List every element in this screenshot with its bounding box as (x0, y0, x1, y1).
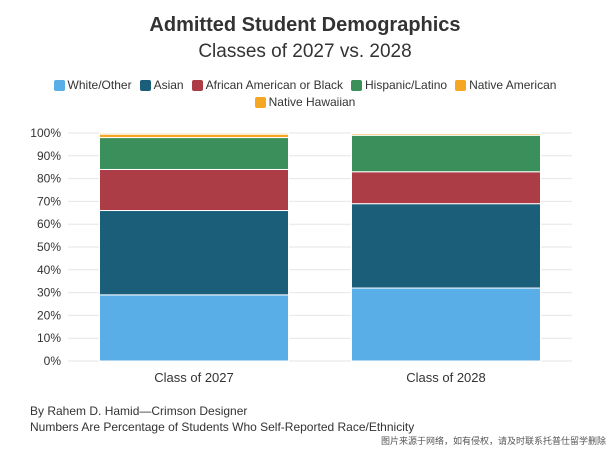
legend-swatch (53, 79, 65, 91)
legend-label: White/Other (67, 78, 132, 92)
legend-item: White/Other (53, 78, 132, 92)
y-tick-label: 80% (37, 172, 61, 186)
y-tick-label: 60% (37, 217, 61, 231)
y-tick-label: 50% (37, 240, 61, 254)
bar-segment (351, 134, 541, 173)
chart-title: Admitted Student Demographics (149, 14, 461, 36)
stacked-bar-chart: 0% 10% 20% 30% 40% 50% 60% 70% 80% 90% 100% Class o… (30, 126, 572, 385)
chart-subtitle: Classes of 2027 vs. 2028 (198, 41, 412, 62)
legend-swatch (351, 79, 362, 91)
legend-swatch (139, 79, 151, 91)
y-tick-label: 70% (37, 194, 61, 208)
legend-label: Native Hawaiian (268, 95, 356, 109)
legend-swatch (455, 79, 467, 91)
legend-label: Asian (153, 78, 184, 92)
legend-label: Native American (469, 78, 557, 92)
x-tick-label: Class of 2028 (406, 370, 486, 385)
byline: By Rahem D. Hamid—Crimson Designer (30, 404, 248, 418)
watermark: 图片来源于网络，如有侵权，请及时联系托普仕留学删除 (380, 436, 606, 446)
legend-item: African American or Black (191, 78, 343, 92)
chart-legend: White/Other Asian African American or Blac… (40, 78, 570, 109)
legend-swatch (254, 96, 266, 108)
bar-segment (99, 210, 289, 296)
legend-item: Hispanic/Latino (351, 78, 447, 92)
bar-segment (99, 294, 289, 362)
bar-segment (351, 132, 541, 135)
bar-segment (99, 133, 289, 139)
bar-segment (99, 168, 289, 212)
legend-item: Native American (455, 78, 556, 92)
y-tick-label: 20% (37, 308, 61, 322)
y-tick-label: 30% (37, 286, 61, 300)
y-tick-label: 40% (37, 263, 61, 277)
y-tick-label: 10% (37, 331, 61, 345)
legend-label: African American or Black (205, 78, 343, 92)
legend-item: Native Hawaiian (254, 95, 356, 109)
y-tick-label: 90% (37, 149, 61, 163)
bar-segment (351, 203, 541, 289)
bar-segment (99, 132, 289, 135)
x-tick-label: Class of 2027 (154, 370, 234, 385)
bar-segment (99, 137, 289, 170)
chart-note: Numbers Are Percentage of Students Who S… (30, 420, 415, 434)
legend-item: Asian (139, 78, 184, 92)
bar-segment (351, 287, 541, 362)
legend-label: Hispanic/Latino (365, 78, 448, 92)
bar-segment (351, 171, 541, 205)
y-tick-label: 100% (30, 126, 61, 140)
y-tick-label: 0% (44, 354, 62, 368)
legend-swatch (191, 79, 203, 91)
